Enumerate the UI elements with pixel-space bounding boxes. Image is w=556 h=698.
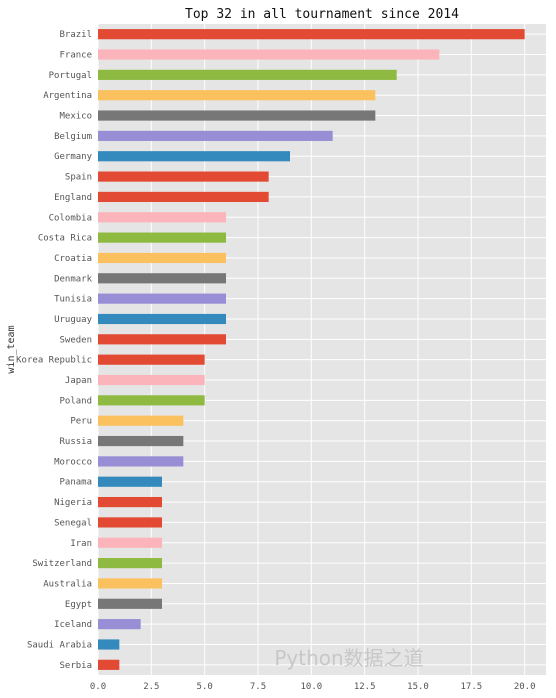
y-tick-label: Australia	[43, 579, 92, 589]
x-tick-label: 17.5	[460, 682, 482, 692]
y-tick-label: Uruguay	[54, 315, 93, 325]
y-tick-label: Senegal	[54, 518, 92, 528]
bar-egypt	[98, 598, 162, 609]
bar-portugal	[98, 69, 397, 80]
bar-uruguay	[98, 313, 226, 325]
bar-belgium	[98, 130, 333, 141]
bar-germany	[98, 151, 290, 162]
watermark: Python数据之道	[274, 646, 423, 670]
y-tick-label: Denmark	[54, 274, 93, 284]
y-tick-label: Iceland	[54, 620, 92, 630]
y-tick-label: Iran	[70, 539, 92, 549]
plot-background	[98, 24, 546, 675]
bar-poland	[98, 395, 205, 406]
y-tick-label: Portugal	[49, 71, 92, 81]
y-tick-label: Morocco	[54, 457, 92, 467]
y-tick-label: France	[59, 51, 92, 61]
bar-spain	[98, 171, 269, 182]
y-tick-label: Belgium	[54, 132, 92, 142]
bar-australia	[98, 578, 162, 589]
bar-panama	[98, 476, 162, 487]
chart-title: Top 32 in all tournament since 2014	[185, 7, 459, 22]
x-tick-label: 2.5	[143, 682, 159, 692]
bar-mexico	[98, 110, 376, 121]
y-tick-label: Panama	[59, 478, 92, 488]
y-tick-label: Costa Rica	[38, 234, 92, 244]
x-tick-label: 0.0	[90, 682, 106, 692]
y-tick-label: Germany	[54, 152, 93, 162]
y-tick-label: Japan	[65, 376, 92, 386]
y-tick-label: Argentina	[43, 91, 92, 101]
bar-serbia	[98, 659, 120, 670]
y-tick-label: England	[54, 193, 92, 203]
bar-argentina	[98, 90, 376, 101]
y-tick-label: Tunisia	[54, 295, 92, 305]
y-tick-label: Poland	[59, 396, 92, 406]
y-tick-label: Egypt	[65, 600, 92, 610]
bar-japan	[98, 374, 205, 386]
y-tick-label: Russia	[59, 437, 92, 447]
y-tick-label: Brazil	[59, 30, 92, 40]
bar-morocco	[98, 456, 184, 467]
x-tick-label: 15.0	[407, 682, 429, 692]
x-tick-labels: 0.0 2.5 5.0 7.5 10.0 12.5 15.0 17.5 20.0	[90, 682, 536, 692]
bar-russia	[98, 435, 184, 447]
bar-france	[98, 49, 440, 60]
y-tick-label: Croatia	[54, 254, 92, 264]
bar-switzerland	[98, 558, 162, 569]
bar-senegal	[98, 517, 162, 528]
y-tick-label: Switzerland	[32, 559, 92, 569]
y-tick-label: Serbia	[59, 661, 92, 671]
x-tick-label: 12.5	[354, 682, 376, 692]
bar-saudi-arabia	[98, 639, 120, 650]
bar-england	[98, 191, 269, 203]
bar-iran	[98, 537, 162, 548]
x-tick-label: 5.0	[197, 682, 213, 692]
y-tick-label: Colombia	[49, 213, 92, 223]
y-tick-label: Mexico	[59, 112, 92, 122]
y-tick-label: Nigeria	[54, 498, 92, 508]
bar-denmark	[98, 273, 226, 284]
bar-sweden	[98, 334, 226, 345]
x-tick-label: 20.0	[514, 682, 536, 692]
bar-costa-rica	[98, 232, 226, 243]
bar-brazil	[98, 29, 525, 40]
bar-colombia	[98, 212, 226, 223]
bar-iceland	[98, 619, 141, 630]
bars	[98, 29, 525, 670]
y-tick-label: Spain	[65, 173, 92, 183]
x-tick-label: 7.5	[250, 682, 266, 692]
y-tick-label: Saudi Arabia	[27, 640, 92, 650]
y-axis-label: win_team	[6, 325, 17, 373]
bar-nigeria	[98, 496, 162, 508]
bar-peru	[98, 415, 184, 426]
bar-korea-republic	[98, 354, 205, 365]
x-tick-label: 10.0	[300, 682, 322, 692]
y-tick-label: Korea Republic	[16, 356, 92, 366]
y-tick-label: Sweden	[59, 335, 92, 345]
y-tick-labels: Brazil France Portugal Argentina Mexico Belgi…	[16, 30, 92, 671]
bar-tunisia	[98, 293, 226, 304]
bar-croatia	[98, 252, 226, 264]
y-tick-label: Peru	[70, 417, 92, 427]
